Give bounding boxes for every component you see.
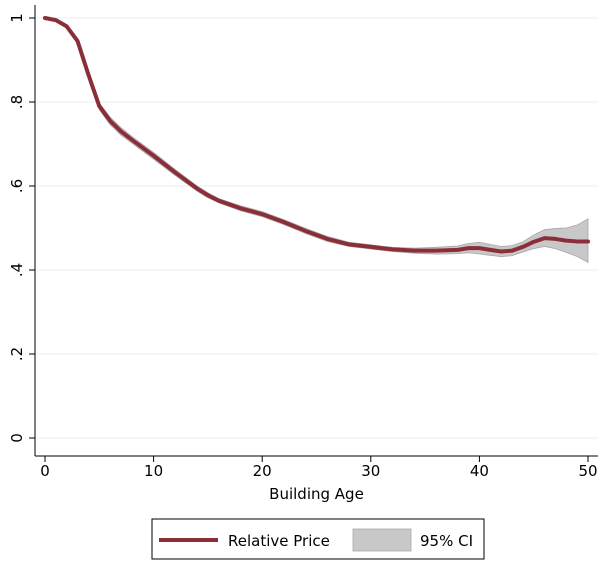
- series-line-0: [43, 16, 590, 254]
- y-tick-label-3: .6: [8, 179, 26, 193]
- x-tick-label-0: 0: [40, 462, 50, 480]
- legend-swatch-ci: [352, 528, 412, 552]
- y-tick-label-5: 1: [8, 13, 26, 23]
- legend-label-ci: 95% CI: [420, 532, 473, 550]
- ci-band: [44, 16, 589, 264]
- x-tick-label-2: 20: [253, 462, 272, 480]
- x-tick-label-3: 30: [361, 462, 380, 480]
- y-tick-label-0: 0: [8, 433, 26, 443]
- confidence-band: [44, 16, 589, 264]
- series-line: [43, 16, 590, 254]
- x-tick-label-4: 40: [470, 462, 489, 480]
- x-tick-label-5: 50: [578, 462, 597, 480]
- legend-label-series: Relative Price: [228, 532, 330, 550]
- x-axis-title: Building Age: [269, 485, 364, 503]
- x-tick-label-1: 10: [144, 462, 163, 480]
- axes: 0.2.4.6.810 10 20 30 40 50: [8, 5, 598, 480]
- y-tick-label-1: .2: [8, 347, 26, 361]
- y-tick-label-2: .4: [8, 263, 26, 277]
- y-tick-label-4: .8: [8, 95, 26, 109]
- grid-lines: [35, 17, 598, 439]
- legend: Relative Price 95% CI: [151, 518, 485, 560]
